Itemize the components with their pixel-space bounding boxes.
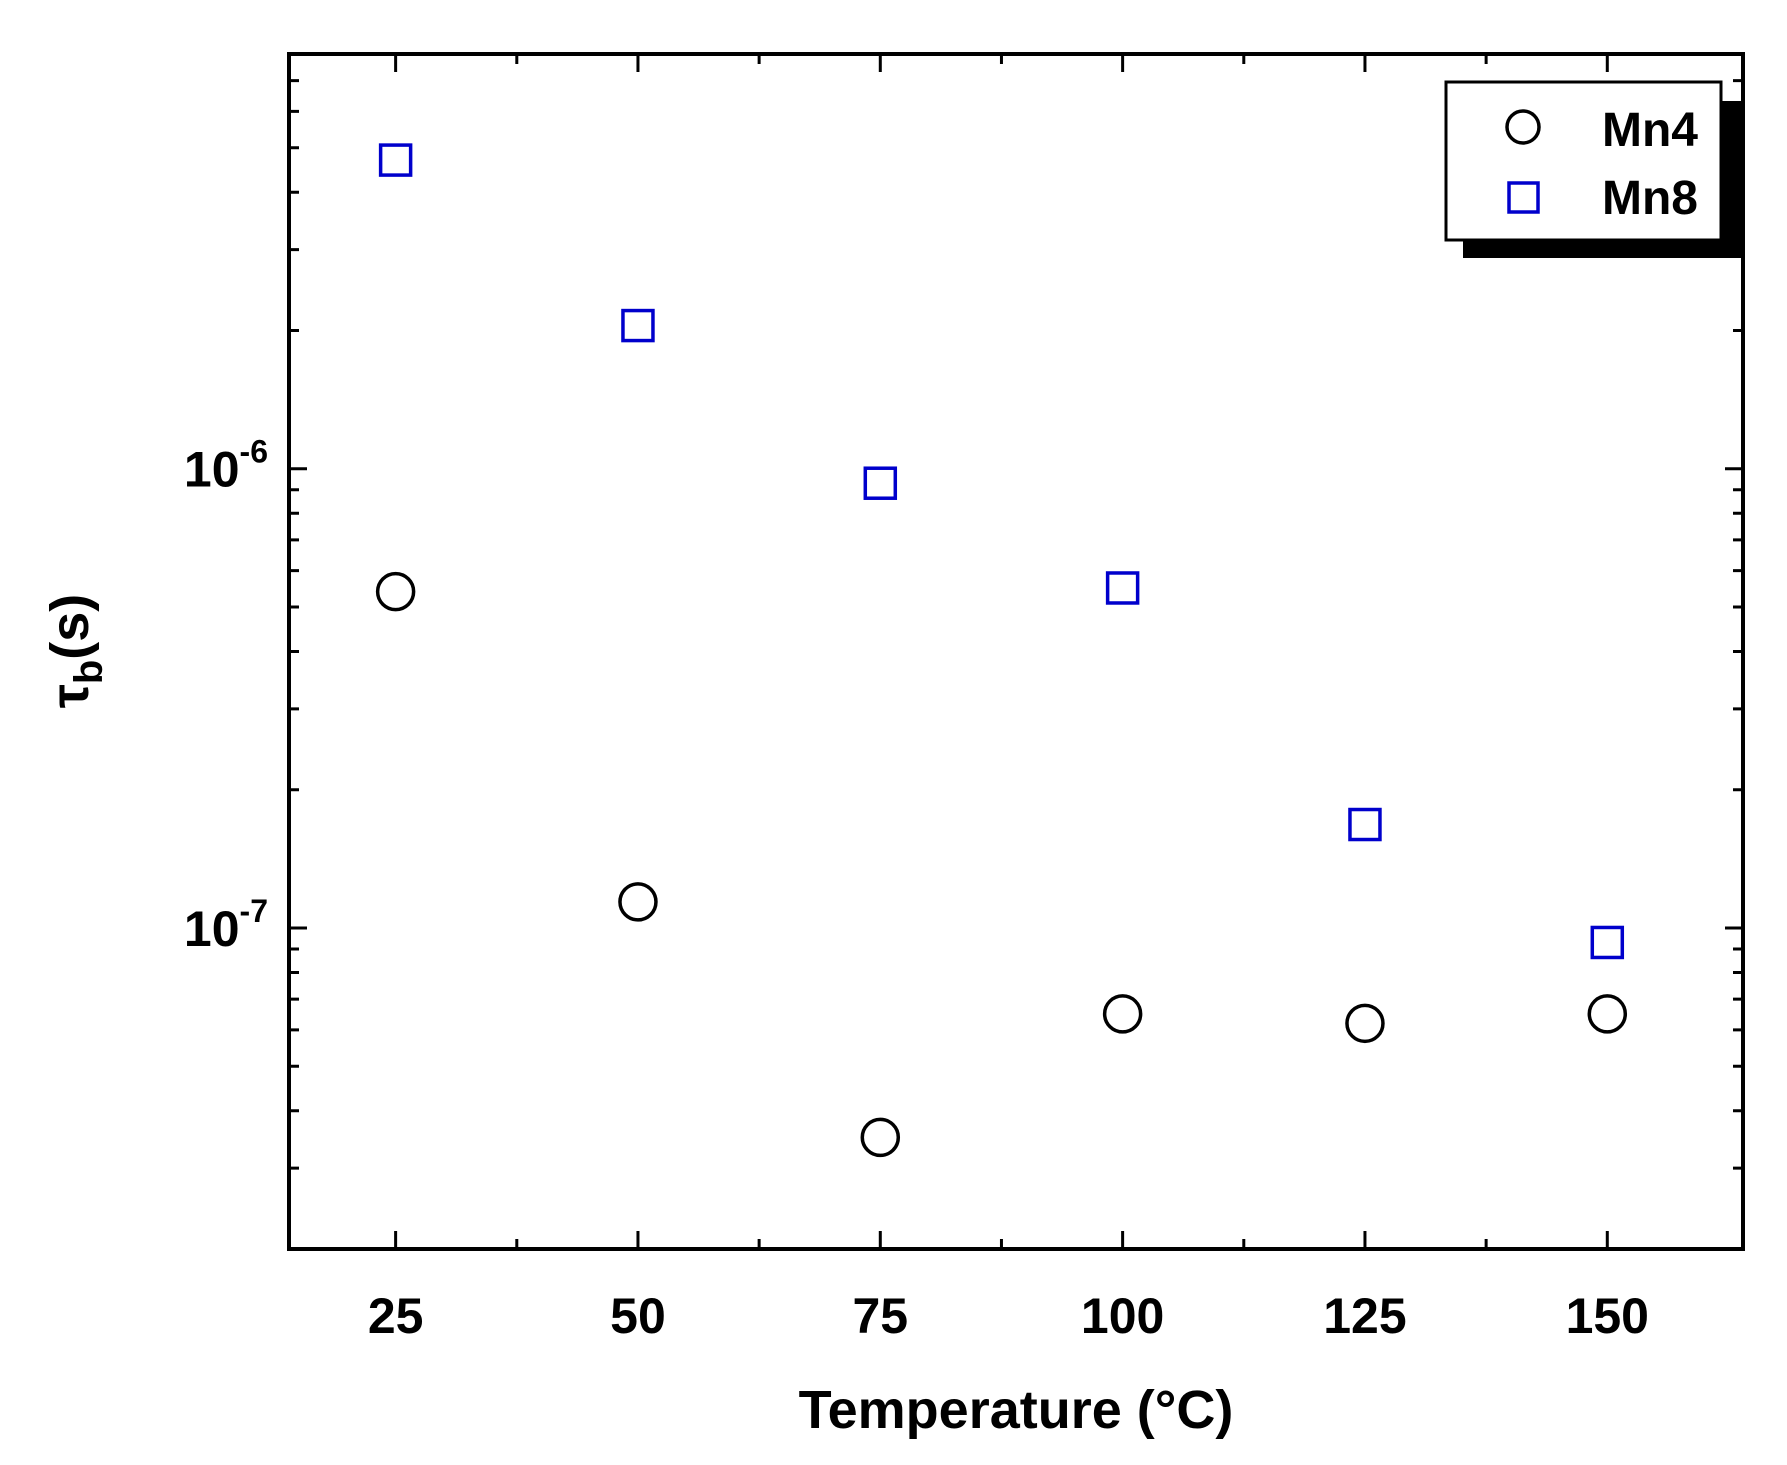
legend-label-mn8: Mn8 (1602, 172, 1698, 225)
y-axis-label-unit: (s) (40, 594, 100, 660)
legend-marker-mn8 (1507, 181, 1540, 214)
x-axis-label: Temperature (°C) (799, 1380, 1234, 1440)
x-tick-label: 100 (1081, 1288, 1164, 1344)
legend-box (1444, 80, 1723, 242)
x-tick-label: 25 (368, 1288, 424, 1344)
x-tick-label: 125 (1323, 1288, 1406, 1344)
mn4-point (375, 571, 416, 612)
y-tick-label: 10-7 (184, 893, 268, 957)
x-tick-label: 75 (852, 1288, 908, 1344)
y-tick-label: 10-6 (184, 434, 268, 498)
mn4-point (1587, 994, 1628, 1034)
mn8-point (1590, 925, 1625, 960)
legend-label-mn4: Mn4 (1602, 104, 1698, 157)
y-axis-label: τb(s) (40, 594, 111, 709)
mn8-point (1105, 571, 1140, 605)
legend-marker-mn4 (1505, 109, 1541, 145)
x-tick-label: 150 (1566, 1288, 1649, 1344)
y-axis-label-symbol: τ (40, 684, 100, 708)
marks-layer (375, 143, 1628, 1158)
plot-frame (287, 52, 1745, 1251)
mn4-point (860, 1117, 901, 1158)
y-axis-label-subscript: b (67, 660, 111, 684)
x-tick-label: 50 (610, 1288, 666, 1344)
legend: Mn4 Mn8 (1444, 80, 1743, 258)
ticks-layer: 25 50 75 100 125 150 10-7 10-6 (184, 54, 1743, 1344)
svg-text:τb(s): τb(s) (40, 594, 111, 709)
mn4-point (618, 882, 658, 922)
labels-layer: Temperature (°C) τb(s) (40, 594, 1233, 1440)
mn8-point (1348, 807, 1382, 842)
mn4-point (1102, 994, 1143, 1034)
mn8-point (621, 308, 655, 343)
mn4-point (1345, 1003, 1385, 1044)
mn8-point (863, 466, 898, 500)
mn8-point (378, 143, 413, 177)
